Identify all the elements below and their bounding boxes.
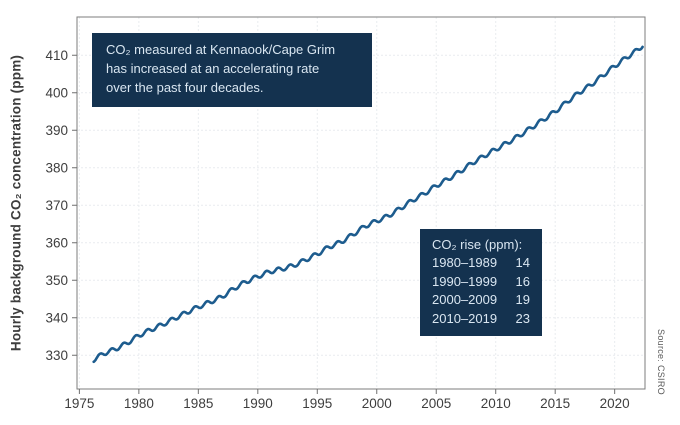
annotation-line-2: has increased at an accelerating rate — [106, 60, 320, 76]
rise-table-row: 1990–1999 16 — [432, 273, 530, 291]
y-tick-label: 330 — [45, 348, 68, 363]
co2-rise-table: CO₂ rise (ppm): 1980–1989 14 1990–1999 1… — [420, 229, 542, 337]
rise-value: 23 — [515, 310, 530, 326]
co2-trend-line — [92, 45, 644, 364]
y-tick-label: 410 — [45, 48, 68, 63]
x-tick-label: 2010 — [481, 396, 511, 411]
x-tick-label: 2020 — [600, 396, 630, 411]
rise-value: 14 — [515, 255, 530, 271]
rise-period: 2000–2009 — [432, 292, 498, 308]
x-axis-tick-labels: 1975 1980 1985 1990 1995 2000 2005 2010 2015 2020 — [64, 396, 629, 411]
y-tick-label: 380 — [45, 160, 68, 175]
rise-table-row: 1980–1989 14 — [432, 254, 530, 272]
x-tick-label: 2000 — [362, 396, 392, 411]
y-tick-label: 360 — [45, 235, 68, 250]
y-axis-tick-labels: 330 340 350 360 370 380 390 400 410 — [45, 48, 68, 363]
x-tick-label: 1980 — [124, 396, 154, 411]
rise-period: 1980–1989 — [432, 255, 498, 271]
source-label: Source: CSIRO — [656, 329, 666, 395]
rise-value: 16 — [515, 273, 530, 289]
rise-period: 1990–1999 — [432, 273, 498, 289]
rise-period: 2010–2019 — [432, 310, 498, 326]
x-tick-label: 2015 — [540, 396, 570, 411]
axis-ticks — [72, 54, 616, 394]
x-tick-label: 1995 — [302, 396, 332, 411]
rise-table-row: 2000–2009 19 — [432, 291, 530, 309]
rise-table-row: 2010–2019 23 — [432, 310, 530, 328]
rise-value: 19 — [515, 292, 530, 308]
y-tick-label: 370 — [45, 198, 68, 213]
annotation-box: CO₂ measured at Kennaook/Cape Grim has i… — [92, 33, 372, 107]
annotation-line-3: over the past four decades. — [106, 79, 264, 95]
y-tick-label: 400 — [45, 85, 68, 100]
gridlines — [77, 17, 645, 389]
y-axis-title: Hourly background CO₂ concentration (ppm… — [8, 54, 24, 352]
plot-frame — [76, 16, 646, 390]
x-tick-label: 1985 — [183, 396, 213, 411]
y-tick-label: 390 — [45, 123, 68, 138]
x-tick-label: 1990 — [243, 396, 273, 411]
annotation-line-1: CO₂ measured at Kennaook/Cape Grim — [106, 42, 336, 57]
x-tick-label: 2005 — [421, 396, 451, 411]
rise-table-title: CO₂ rise (ppm): — [432, 237, 523, 252]
y-tick-label: 350 — [45, 273, 68, 288]
y-tick-label: 340 — [45, 310, 68, 325]
x-tick-label: 1975 — [64, 396, 94, 411]
